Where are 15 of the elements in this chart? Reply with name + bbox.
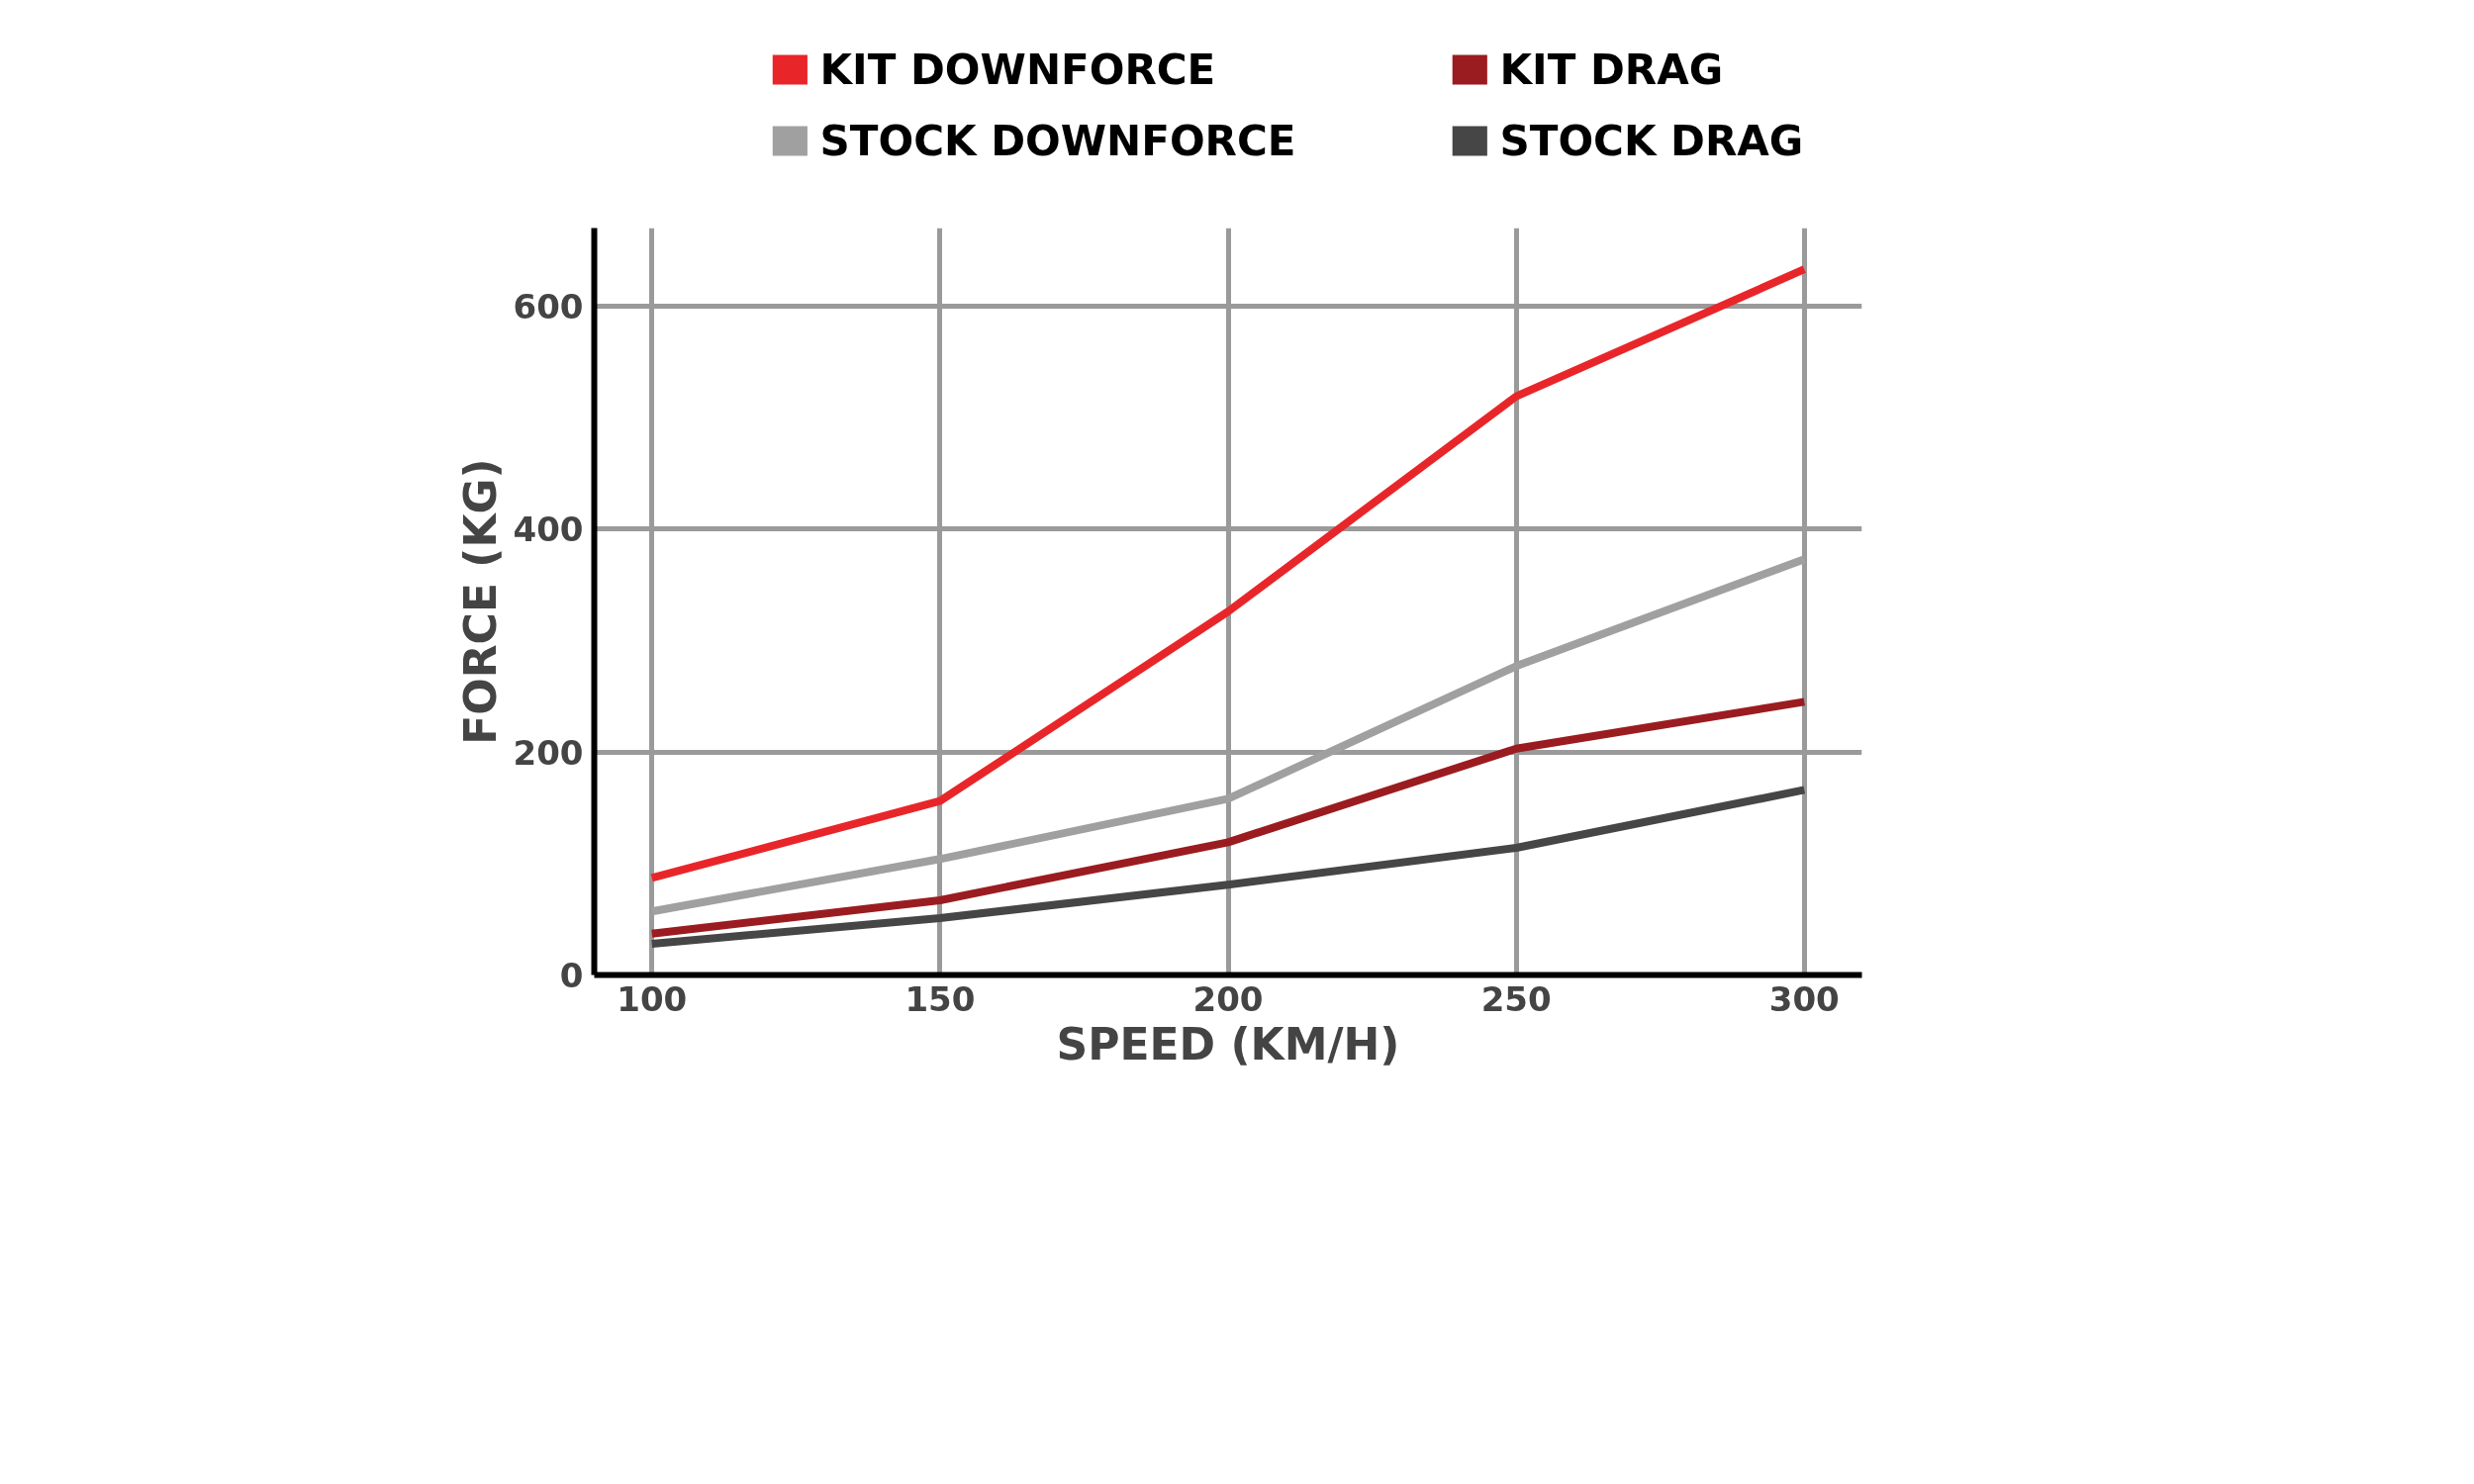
- y-tick-label: 0: [559, 956, 584, 995]
- legend-label: KIT DRAG: [1499, 46, 1724, 94]
- y-axis-title: FORCE (KG): [454, 458, 506, 745]
- x-axis-title: SPEED (KM/H): [1056, 1018, 1400, 1069]
- y-tick-label: 200: [513, 732, 584, 773]
- x-tick-label: 300: [1768, 978, 1840, 1019]
- y-tick-label: 600: [513, 286, 584, 326]
- x-tick-label: 200: [1192, 978, 1264, 1019]
- legend-label: STOCK DRAG: [1499, 117, 1804, 165]
- x-tick-label: 100: [617, 978, 688, 1019]
- legend-label: KIT DOWNFORCE: [819, 46, 1216, 94]
- y-tick-label: 400: [513, 510, 584, 550]
- x-tick-label: 250: [1480, 978, 1552, 1019]
- x-tick-label: 150: [904, 978, 976, 1019]
- legend-label: STOCK DOWNFORCE: [819, 117, 1296, 165]
